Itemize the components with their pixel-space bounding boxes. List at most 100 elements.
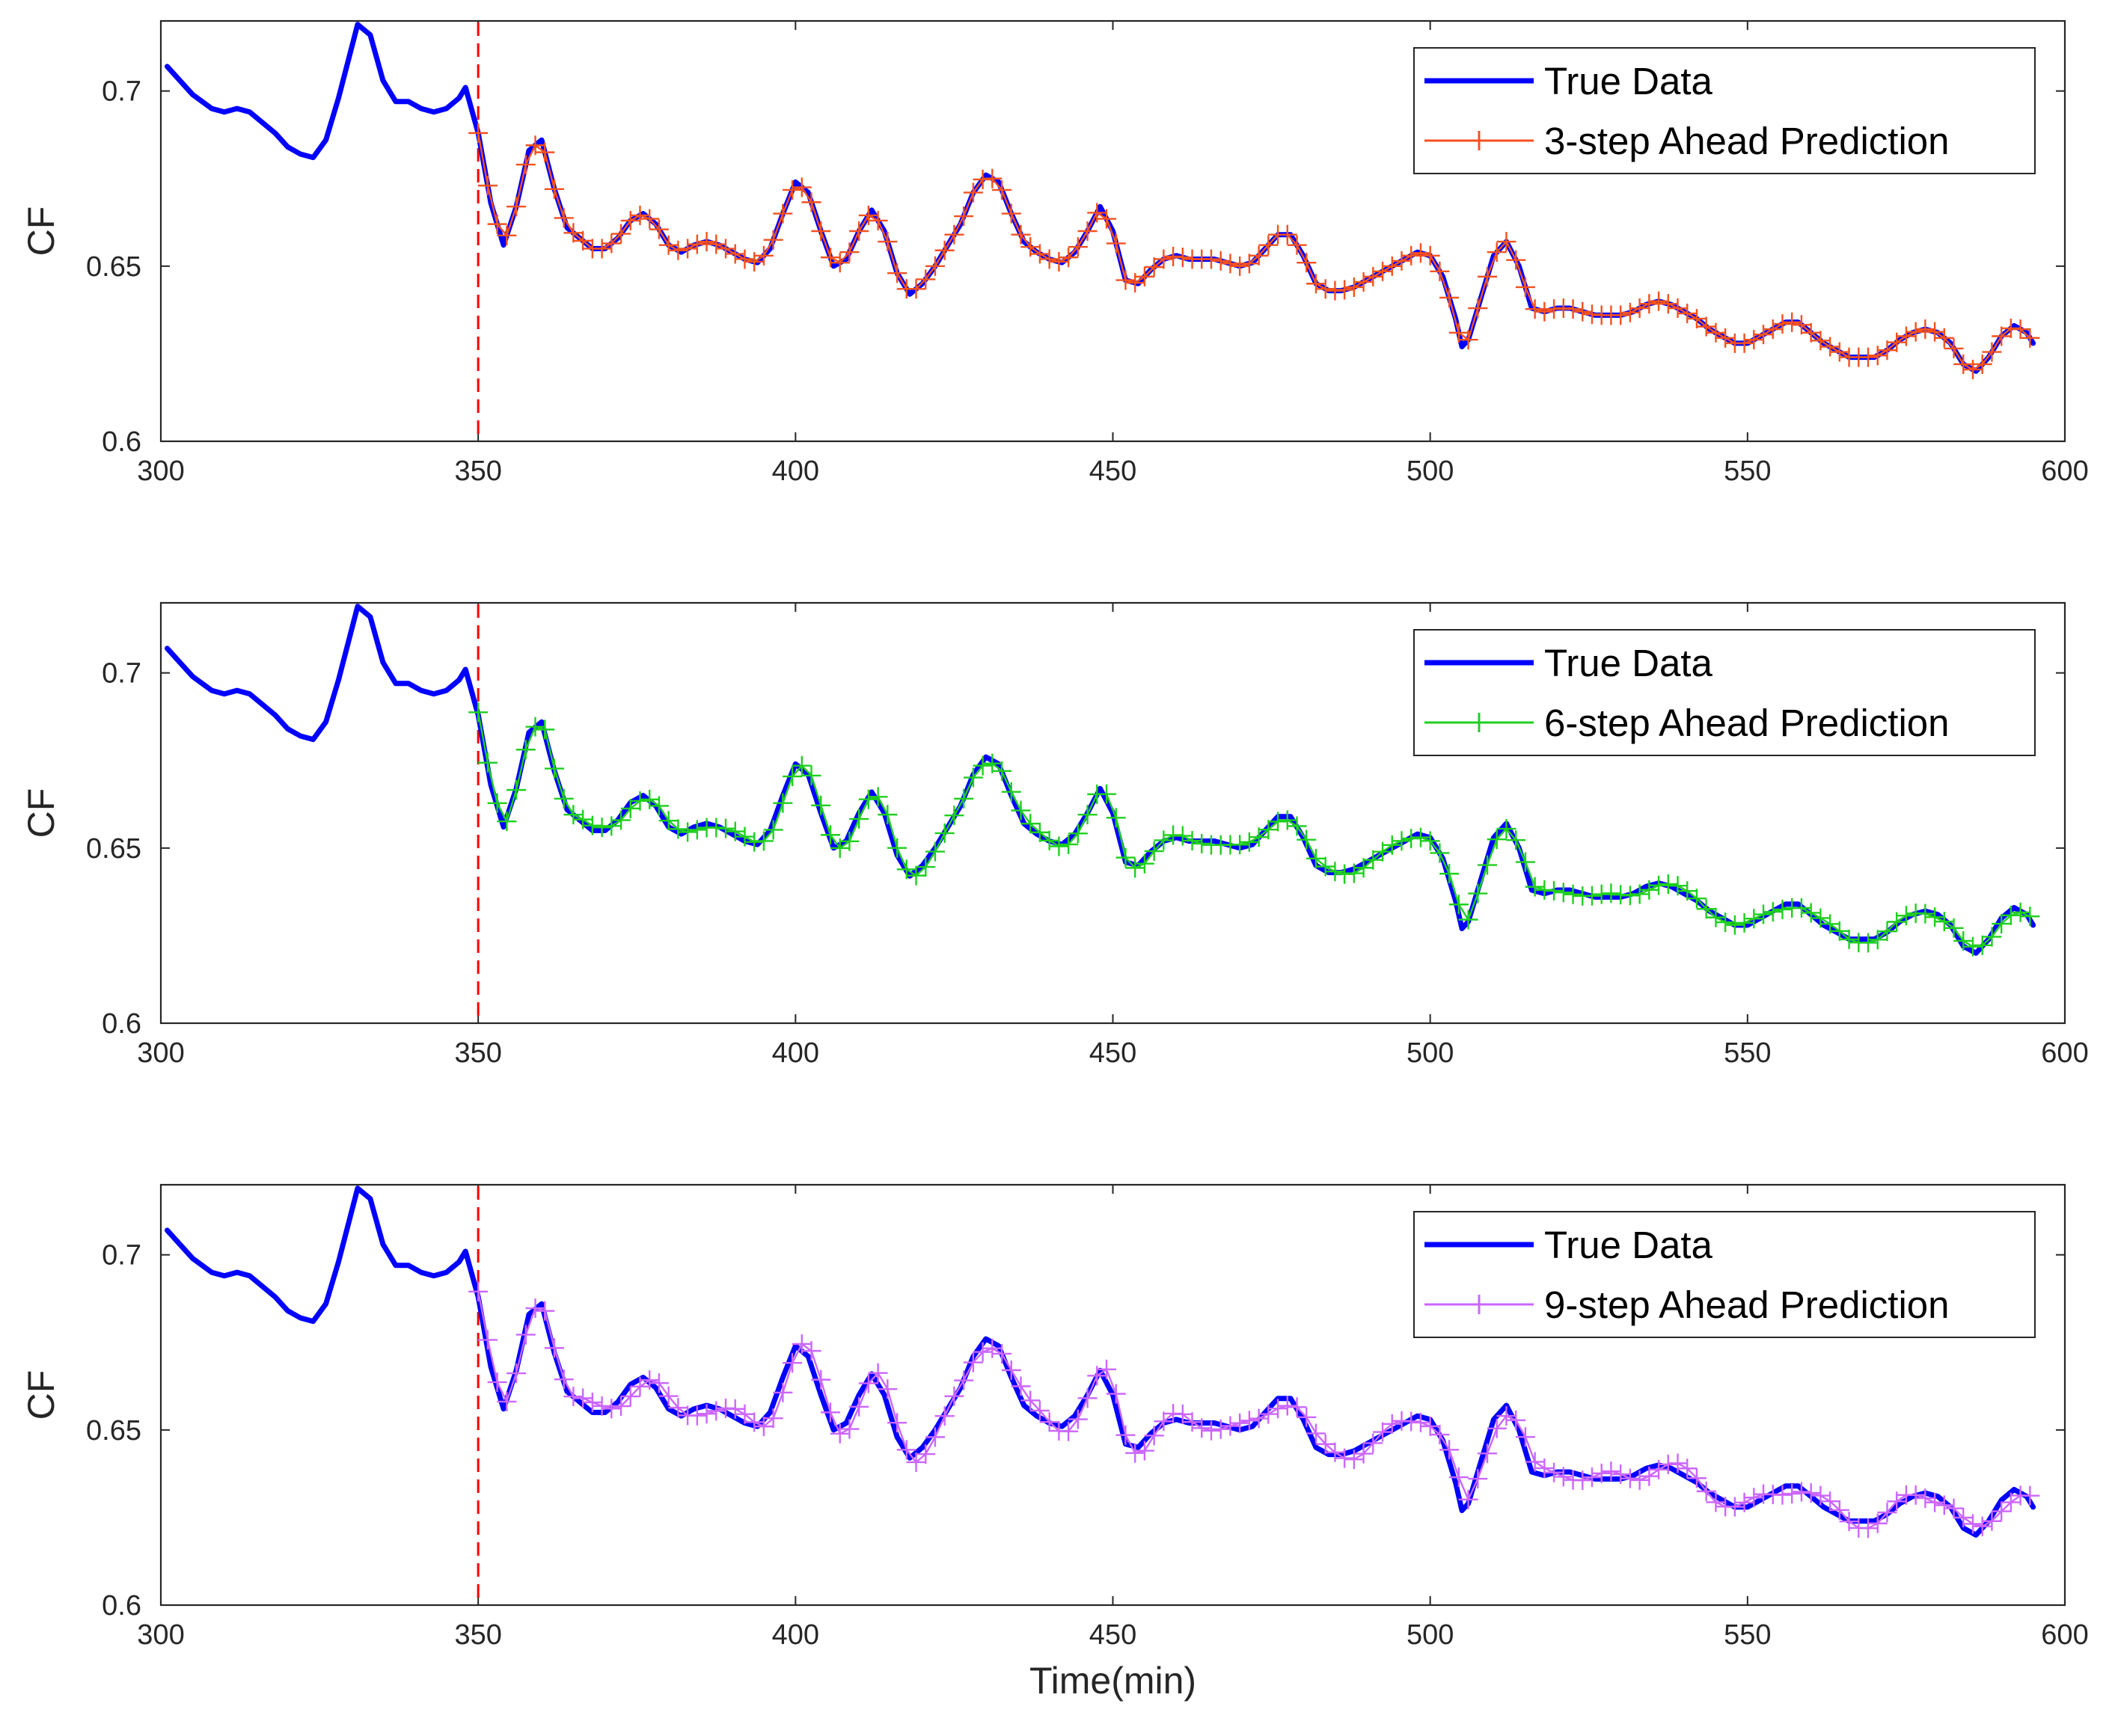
- prediction-marker: [1801, 1483, 1821, 1503]
- prediction-marker: [1801, 322, 1821, 343]
- prediction-marker: [1410, 1412, 1430, 1432]
- prediction-marker: [582, 1392, 602, 1412]
- prediction-marker: [658, 1386, 679, 1406]
- x-tick-label: 300: [137, 1037, 184, 1069]
- prediction-marker: [1658, 1454, 1678, 1474]
- prediction-marker: [1801, 903, 1821, 923]
- prediction-marker: [982, 753, 1003, 773]
- prediction-marker: [725, 821, 745, 841]
- prediction-marker: [1972, 935, 1992, 955]
- legend: True Data 6-step Ahead Prediction: [1413, 629, 2036, 756]
- prediction-marker: [820, 825, 840, 845]
- prediction-marker: [716, 239, 736, 259]
- prediction-marker: [992, 1343, 1012, 1364]
- prediction-marker: [1258, 820, 1279, 840]
- prediction-marker: [753, 831, 774, 851]
- prediction-marker: [487, 793, 507, 813]
- prediction-marker: [563, 223, 584, 243]
- prediction-marker: [1972, 354, 1992, 374]
- prediction-marker: [1049, 836, 1069, 856]
- prediction-marker: [1297, 829, 1317, 850]
- prediction-marker: [697, 1404, 717, 1424]
- prediction-marker: [992, 180, 1012, 200]
- prediction-marker: [1944, 338, 1964, 358]
- prediction-marker: [1430, 843, 1450, 863]
- prediction-marker: [1268, 812, 1288, 832]
- prediction-marker: [1573, 301, 1593, 322]
- prediction-marker: [934, 1406, 955, 1426]
- prediction-marker: [973, 1342, 993, 1362]
- x-tick-label: 400: [772, 1619, 819, 1651]
- prediction-marker: [1582, 1467, 1602, 1488]
- prediction-marker: [1953, 354, 1974, 374]
- prediction-marker: [1744, 909, 1764, 929]
- prediction-marker: [1059, 834, 1079, 854]
- prediction-marker: [678, 239, 698, 259]
- prediction-marker: [2020, 1485, 2040, 1506]
- prediction-marker: [1077, 805, 1098, 825]
- prediction-marker: [1458, 1489, 1478, 1509]
- prediction-marker: [1591, 1463, 1611, 1483]
- prediction-marker: [1962, 1514, 1983, 1534]
- prediction-marker: [2020, 328, 2040, 348]
- prediction-marker: [1791, 898, 1811, 918]
- prediction-marker: [1706, 1492, 1726, 1512]
- prediction-marker: [706, 1401, 726, 1421]
- prediction-marker: [1677, 304, 1698, 324]
- prediction-marker: [1829, 342, 1849, 362]
- prediction-marker: [801, 765, 821, 785]
- prediction-marker: [830, 1423, 850, 1444]
- prediction-marker: [544, 179, 564, 199]
- prediction-marker: [1982, 927, 2002, 947]
- prediction-marker: [1601, 1462, 1621, 1482]
- prediction-marker: [1249, 245, 1269, 266]
- prediction-marker: [792, 177, 812, 197]
- prediction-marker: [1686, 309, 1707, 329]
- prediction-marker: [1420, 1416, 1440, 1436]
- prediction-marker: [620, 210, 640, 230]
- prediction-marker: [649, 219, 669, 239]
- prediction-marker: [820, 248, 840, 268]
- prediction-marker: [687, 1405, 707, 1426]
- prediction-marker: [2010, 319, 2030, 340]
- prediction-marker: [1649, 291, 1669, 311]
- prediction-marker: [1144, 257, 1164, 277]
- prediction-marker: [1782, 312, 1802, 332]
- prediction-marker: [963, 183, 983, 203]
- prediction-marker: [1420, 831, 1440, 851]
- prediction-marker: [2020, 907, 2040, 927]
- prediction-marker: [573, 1388, 593, 1408]
- prediction-marker: [954, 788, 974, 809]
- true-data-line: [165, 1186, 2036, 1538]
- prediction-marker: [1791, 315, 1811, 335]
- prediction-marker: [1696, 899, 1716, 919]
- prediction-marker: [563, 805, 584, 825]
- prediction-marker: [649, 796, 669, 816]
- prediction-marker: [1068, 1409, 1088, 1429]
- prediction-marker: [1668, 876, 1688, 896]
- prediction-marker: [887, 838, 907, 858]
- prediction-marker: [868, 787, 888, 807]
- prediction-marker: [954, 206, 974, 227]
- prediction-marker: [735, 826, 755, 847]
- prediction-marker: [925, 841, 945, 862]
- prediction-marker: [592, 239, 612, 259]
- prediction-marker: [1287, 1397, 1307, 1417]
- prediction-marker: [1820, 1491, 1840, 1512]
- prediction-marker: [554, 788, 574, 809]
- x-tick-label: 400: [772, 1037, 819, 1069]
- prediction-marker: [1353, 272, 1374, 292]
- prediction-marker: [1506, 1410, 1526, 1430]
- prediction-marker: [1001, 782, 1021, 802]
- x-tick-label: 400: [772, 456, 819, 487]
- prediction-marker: [477, 1330, 498, 1350]
- legend-label-prediction: 6-step Ahead Prediction: [1544, 702, 1950, 744]
- prediction-marker: [716, 818, 736, 838]
- prediction-marker: [916, 1444, 936, 1464]
- prediction-marker: [1106, 1384, 1126, 1404]
- legend: True Data 9-step Ahead Prediction: [1413, 1211, 2036, 1338]
- prediction-marker: [735, 1404, 755, 1424]
- prediction-marker: [1448, 1467, 1469, 1488]
- prediction-marker: [944, 1386, 964, 1406]
- prediction-marker: [783, 180, 803, 200]
